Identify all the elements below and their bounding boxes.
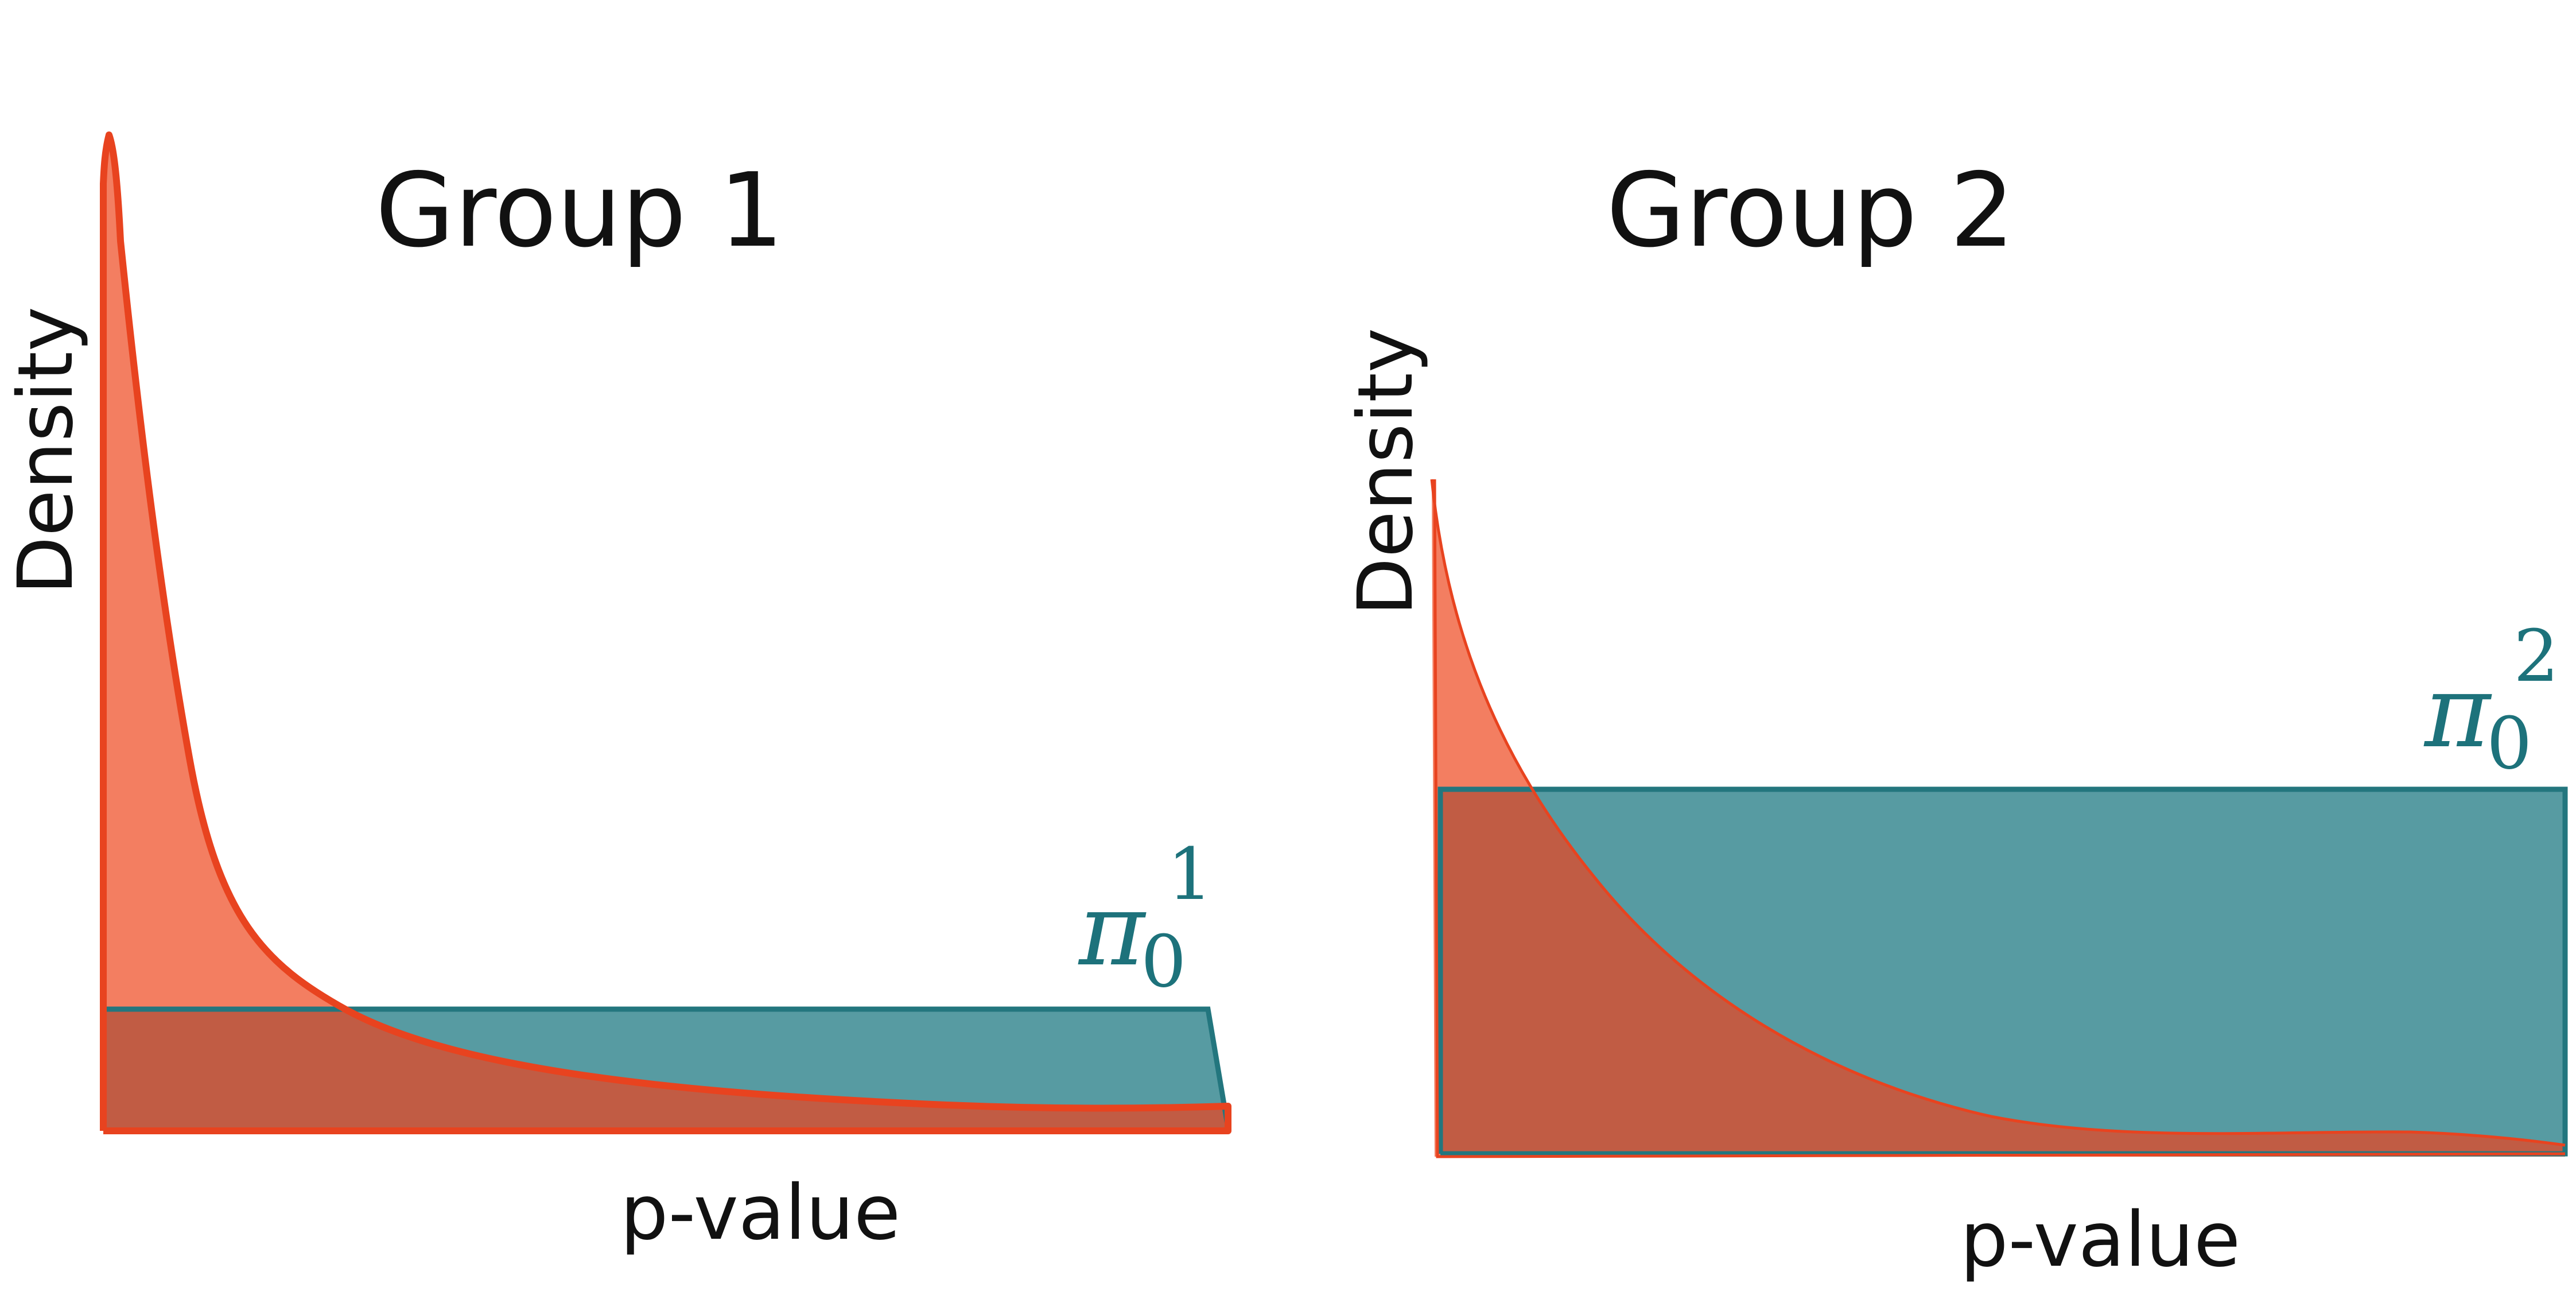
pi-symbol: π (1078, 872, 1147, 988)
pi-zero-label: π (1078, 872, 1147, 988)
pi-subscript: 0 (2486, 702, 2532, 785)
panel-title: Group 2 (1606, 151, 2015, 270)
y-axis-label: Density (1342, 328, 1430, 616)
panel-group-1: Group 1 Density p-value π 0 1 (2, 131, 1231, 1257)
alternative-density-baseline (1433, 479, 2566, 1158)
pi-zero-label: π (2423, 654, 2492, 770)
x-axis-label: p-value (620, 1169, 900, 1257)
panel-group-2: Group 2 Density p-value π 0 2 (1342, 151, 2568, 1284)
pi-symbol: π (2423, 654, 2492, 770)
pi-superscript: 2 (2513, 615, 2559, 698)
pi-superscript: 1 (1167, 833, 1213, 916)
null-uniform-outline (106, 1006, 1231, 1129)
pi-subscript: 0 (1141, 920, 1187, 1003)
alternative-density-curve (100, 131, 1231, 1134)
x-axis-label: p-value (1960, 1196, 2240, 1284)
alternative-density-region (103, 135, 1228, 1131)
alternative-density-curve (1430, 479, 2566, 1147)
panel-title: Group 1 (375, 151, 784, 270)
y-axis-label: Density (2, 307, 90, 595)
